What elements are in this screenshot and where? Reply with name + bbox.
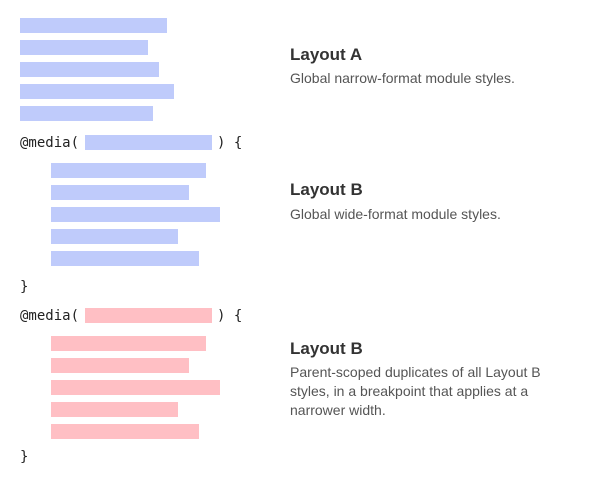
media-query-condition <box>85 308 212 323</box>
scoped-layout-b-style-bar <box>51 358 189 373</box>
media-query-open: @media( <box>20 308 80 324</box>
scoped-layout-b-style-bar <box>51 380 220 395</box>
scoped-layout-b-style-bar <box>51 402 178 417</box>
media-query-brace-open: ) { <box>217 308 243 324</box>
layout-a-style-bar <box>20 62 159 77</box>
layout-b-style-bar <box>51 229 178 244</box>
scoped-layout-b-style-bar <box>51 424 199 439</box>
layout-b-title: Layout B <box>290 180 363 199</box>
layout-b-style-bar <box>51 207 220 222</box>
layout-a-style-bar <box>20 84 174 99</box>
media-query-brace-close: } <box>20 279 29 295</box>
layout-a-description: Global narrow-format module styles. <box>290 70 515 86</box>
media-query-brace-close: } <box>20 449 29 465</box>
layout-b-style-bar <box>51 185 189 200</box>
layout-a-style-bar <box>20 106 153 121</box>
layout-b-description: Global wide-format module styles. <box>290 206 501 222</box>
scoped-layout-b-description: Parent-scoped duplicates of all Layout B… <box>290 364 541 418</box>
scoped-layout-b-title: Layout B <box>290 339 363 358</box>
layout-b-style-bar <box>51 163 206 178</box>
media-query-open: @media( <box>20 135 80 151</box>
layout-a-title: Layout A <box>290 45 363 64</box>
scoped-layout-b-style-bar <box>51 336 206 351</box>
layout-b-style-bar <box>51 251 199 266</box>
media-query-condition <box>85 135 212 150</box>
media-query-brace-open: ) { <box>217 135 243 151</box>
layout-a-style-bar <box>20 40 148 55</box>
layout-a-style-bar <box>20 18 167 33</box>
